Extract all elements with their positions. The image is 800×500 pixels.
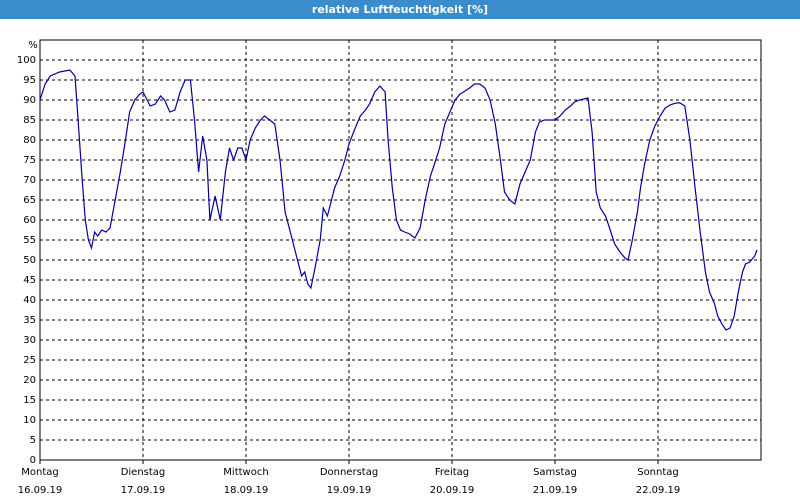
x-tick-label: Dienstag [121,467,166,478]
x-tick-date: 16.09.19 [18,485,63,496]
x-tick-date: 18.09.19 [224,485,269,496]
y-tick-label: 35 [23,315,36,326]
y-tick-label: 5 [30,435,36,446]
y-axis-label: % [28,40,38,51]
x-tick-label: Montag [21,467,58,478]
chart-title: relative Luftfeuchtigkeit [%] [312,3,488,16]
humidity-line [39,69,758,331]
x-tick-date: 17.09.19 [121,485,166,496]
x-tick-date: 19.09.19 [327,485,372,496]
y-tick-label: 50 [23,255,36,266]
y-tick-label: 30 [23,335,36,346]
x-tick-label: Donnerstag [320,467,378,478]
y-tick-label: 80 [23,135,36,146]
x-tick-date: 20.09.19 [430,485,475,496]
y-tick-label: 85 [23,115,36,126]
y-tick-label: 55 [23,235,36,246]
title-bar [0,0,800,19]
y-tick-label: 95 [23,75,36,86]
y-tick-label: 25 [23,355,36,366]
y-tick-label: 60 [23,215,36,226]
y-tick-label: 70 [23,175,36,186]
y-tick-label: 10 [23,415,36,426]
y-tick-label: 40 [23,295,36,306]
x-tick-label: Mittwoch [223,467,268,478]
x-tick-label: Samstag [533,467,577,478]
y-tick-label: 100 [17,55,36,66]
y-tick-label: 15 [23,395,36,406]
y-tick-label: 20 [23,375,36,386]
y-tick-label: 90 [23,95,36,106]
x-tick-label: Freitag [435,467,469,478]
y-tick-label: 75 [23,155,36,166]
x-tick-date: 22.09.19 [636,485,681,496]
y-tick-label: 45 [23,275,36,286]
y-tick-label: 65 [23,195,36,206]
x-tick-label: Sonntag [637,467,679,478]
x-tick-date: 21.09.19 [533,485,578,496]
y-tick-label: 0 [30,455,36,466]
